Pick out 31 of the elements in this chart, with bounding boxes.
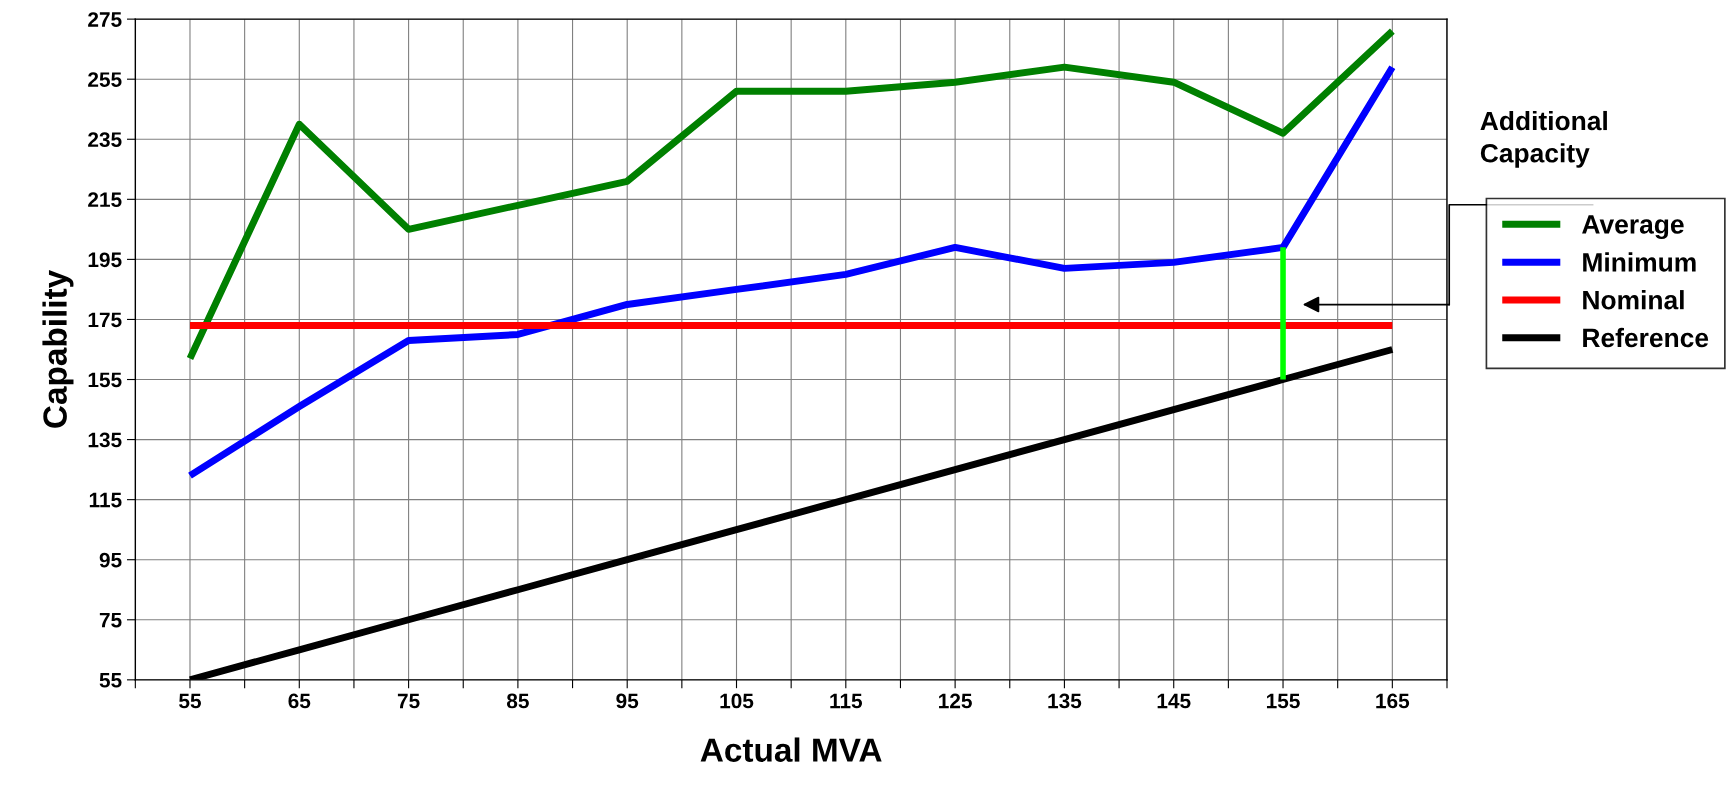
text: Additional Capacity: [1480, 110, 1607, 168]
y-tick-label: 195: [88, 252, 122, 268]
x-tick-label: 75: [397, 693, 420, 709]
y-axis-title: Capability: [42, 270, 74, 428]
y-tick-label: 75: [99, 612, 122, 628]
x-tick-label: 125: [939, 693, 972, 709]
legend-label: Minimum: [1583, 252, 1696, 272]
y-tick-label: 235: [88, 132, 122, 148]
legend-label: Average: [1582, 215, 1684, 240]
x-tick-label: 95: [616, 693, 639, 709]
x-tick-label: 115: [830, 693, 863, 709]
x-tick-label: 65: [288, 693, 311, 709]
y-tick-label: 175: [88, 312, 122, 328]
x-tick-label: 55: [179, 693, 201, 709]
x-axis-title: Actual MVA: [700, 737, 882, 762]
x-tick-label: 155: [1266, 693, 1300, 709]
x-tick-label: 165: [1376, 693, 1410, 709]
x-tick-label: 135: [1048, 693, 1082, 709]
legend-label: Nominal: [1583, 290, 1684, 310]
y-tick-label: 95: [99, 552, 122, 568]
x-tick-label: 145: [1157, 693, 1191, 709]
y-tick-label: 275: [88, 12, 122, 27]
y-tick-label: 255: [88, 72, 122, 87]
y-tick-label: 115: [89, 492, 122, 508]
y-tick-label: 215: [88, 192, 122, 208]
x-tick-label: 105: [720, 693, 754, 709]
y-tick-label: 55: [99, 673, 122, 688]
legend-label: Reference: [1583, 327, 1709, 348]
y-tick-label: 155: [88, 372, 122, 388]
y-tick-label: 135: [88, 432, 122, 448]
x-tick-label: 85: [506, 693, 529, 709]
